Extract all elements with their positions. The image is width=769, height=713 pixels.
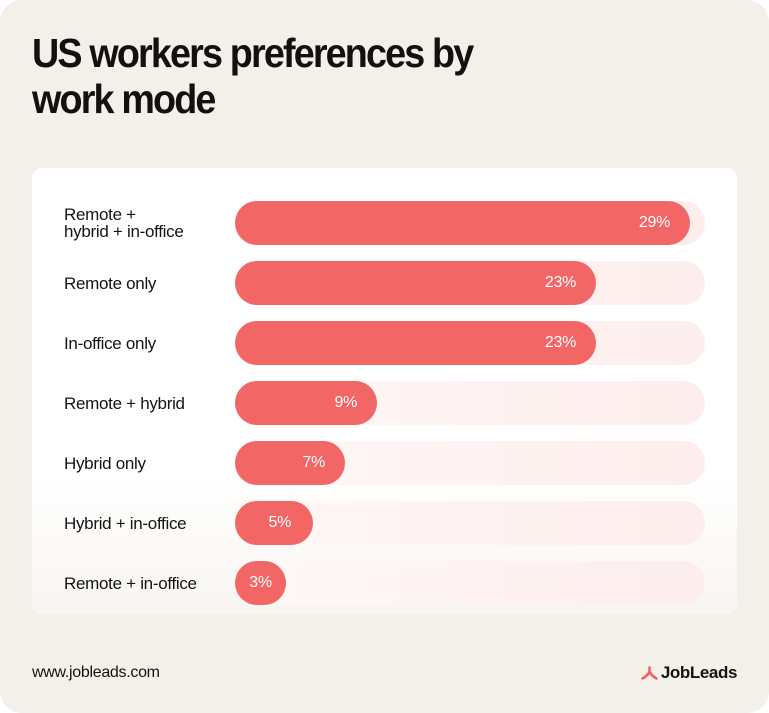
bar: 9% <box>235 381 377 425</box>
category-label: In-office only <box>64 321 234 365</box>
bar: 29% <box>235 201 690 245</box>
chart-card: Remote + hybrid + in-office 29% Remote only… <box>32 168 737 614</box>
bar-track: 29% <box>235 201 705 245</box>
category-label-line: Remote + hybrid <box>64 393 185 413</box>
category-label-line: In-office only <box>64 333 156 353</box>
bar-row: Remote + in-office 3% <box>32 561 737 605</box>
category-label: Remote + in-office <box>64 561 234 605</box>
value-label: 5% <box>268 514 291 531</box>
bar-track: 5% <box>235 501 705 545</box>
bar-track: 7% <box>235 441 705 485</box>
bar-row: Hybrid + in-office 5% <box>32 501 737 545</box>
category-label-line: Remote + in-office <box>64 573 197 593</box>
category-label: Remote + hybrid + in-office <box>64 201 234 245</box>
value-label: 9% <box>334 394 357 411</box>
jobleads-logo-icon <box>641 666 658 680</box>
category-label-line: Hybrid + in-office <box>64 513 187 533</box>
bar: 23% <box>235 261 596 305</box>
category-label-line: Hybrid only <box>64 453 146 473</box>
category-label: Hybrid + in-office <box>64 501 234 545</box>
value-label: 3% <box>249 574 272 591</box>
value-label: 23% <box>544 274 576 291</box>
bar-row: Remote + hybrid 9% <box>32 381 737 425</box>
bar-track: 9% <box>235 381 705 425</box>
category-label: Remote + hybrid <box>64 381 234 425</box>
bar-row: Remote only 23% <box>32 261 737 305</box>
category-label-line: hybrid + in-office <box>64 222 184 241</box>
bar-row: In-office only 23% <box>32 321 737 365</box>
bar-row: Remote + hybrid + in-office 29% <box>32 201 737 245</box>
bar-row: Hybrid only 7% <box>32 441 737 485</box>
chart-title: US workers preferences by work mode <box>32 30 474 122</box>
brand-logo: JobLeads <box>641 663 737 683</box>
value-label: 29% <box>638 214 670 231</box>
category-label-line: Remote + <box>64 205 136 224</box>
category-label: Hybrid only <box>64 441 234 485</box>
value-label: 23% <box>544 334 576 351</box>
value-label: 7% <box>302 454 325 471</box>
bar-track: 3% <box>235 561 705 605</box>
category-label: Remote only <box>64 261 234 305</box>
bar: 3% <box>235 561 286 605</box>
brand-name: JobLeads <box>660 663 738 682</box>
bar: 5% <box>235 501 313 545</box>
category-label-line: Remote only <box>64 273 157 293</box>
bar-track: 23% <box>235 321 705 365</box>
footer-url: www.jobleads.com <box>32 664 160 681</box>
bar: 7% <box>235 441 345 485</box>
bar-track: 23% <box>235 261 705 305</box>
bar: 23% <box>235 321 596 365</box>
